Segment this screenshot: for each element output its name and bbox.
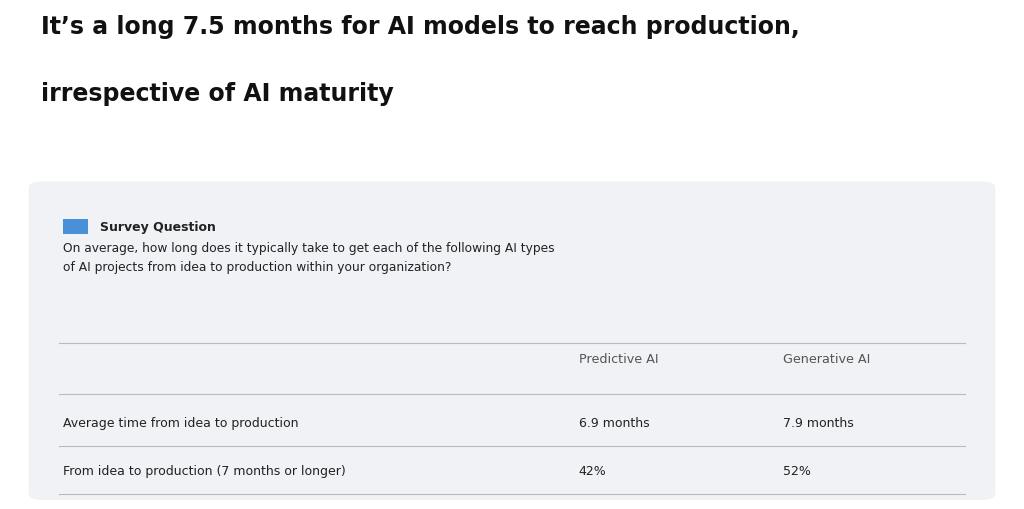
Text: Predictive AI: Predictive AI bbox=[579, 353, 658, 365]
Text: On average, how long does it typically take to get each of the following AI type: On average, how long does it typically t… bbox=[63, 242, 555, 274]
Text: From idea to production (7 months or longer): From idea to production (7 months or lon… bbox=[63, 464, 346, 477]
Text: Generative AI: Generative AI bbox=[783, 353, 870, 365]
Text: irrespective of AI maturity: irrespective of AI maturity bbox=[41, 81, 393, 105]
Text: 7.9 months: 7.9 months bbox=[783, 416, 854, 430]
Text: Average time from idea to production: Average time from idea to production bbox=[63, 416, 299, 430]
Text: 42%: 42% bbox=[579, 464, 606, 477]
Text: Survey Question: Survey Question bbox=[100, 220, 216, 234]
Text: 52%: 52% bbox=[783, 464, 811, 477]
FancyBboxPatch shape bbox=[63, 220, 88, 234]
Text: It’s a long 7.5 months for AI models to reach production,: It’s a long 7.5 months for AI models to … bbox=[41, 15, 800, 39]
FancyBboxPatch shape bbox=[29, 182, 995, 500]
Text: 6.9 months: 6.9 months bbox=[579, 416, 649, 430]
